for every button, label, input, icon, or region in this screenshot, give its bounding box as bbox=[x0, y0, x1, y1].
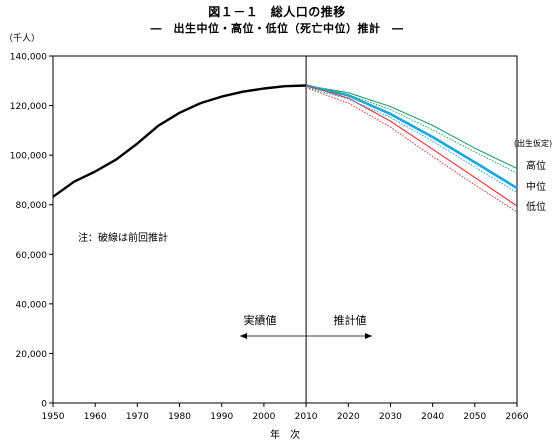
x-tick-label: 2030 bbox=[379, 412, 402, 422]
y-tick-label: 60,000 bbox=[16, 251, 48, 261]
series-line bbox=[305, 84, 518, 207]
x-tick-label: 1980 bbox=[168, 412, 191, 422]
x-tick-label: 1960 bbox=[84, 412, 107, 422]
x-tick-label: 2050 bbox=[463, 412, 486, 422]
y-axis-label: （千人） bbox=[4, 33, 40, 44]
chart-subtitle: ― 出生中位・高位・低位（死亡中位）推計 ― bbox=[150, 22, 404, 35]
x-tick-label: 1950 bbox=[42, 412, 65, 422]
projection-label: 推計値 bbox=[334, 313, 367, 327]
series-end-label: 高位 bbox=[526, 159, 546, 172]
chart-labels: 0 20,000 40,000 60,000 80,000 100,000 120,000 1… bbox=[4, 33, 552, 441]
x-tick-label: 2020 bbox=[337, 412, 360, 422]
legend-title: (出生仮定) bbox=[514, 138, 552, 148]
note-annotation: 注：破線は前回推計 bbox=[78, 231, 168, 244]
y-tick-label: 20,000 bbox=[16, 350, 48, 360]
x-tick-label: 2040 bbox=[421, 412, 444, 422]
series-line bbox=[305, 87, 518, 213]
arrow-head-right bbox=[365, 333, 372, 339]
series-line bbox=[306, 84, 518, 169]
chart-marks bbox=[52, 84, 518, 213]
arrow-head-left bbox=[240, 333, 247, 339]
series-line bbox=[306, 87, 518, 174]
series-end-label: 中位 bbox=[526, 180, 546, 193]
y-tick-label: 100,000 bbox=[10, 152, 47, 162]
series-end-label: 低位 bbox=[526, 200, 546, 213]
plot-frame bbox=[52, 55, 518, 404]
y-tick-label: 0 bbox=[41, 400, 47, 410]
x-axis-label: 年 次 bbox=[270, 428, 300, 441]
y-tick-label: 140,000 bbox=[10, 53, 47, 63]
y-tick-label: 120,000 bbox=[10, 102, 47, 112]
x-tick-label: 2060 bbox=[506, 412, 529, 422]
x-tick-label: 1970 bbox=[126, 412, 149, 422]
x-tick-label: 2010 bbox=[295, 412, 318, 422]
x-tick-label: 2000 bbox=[252, 412, 275, 422]
x-tick-label: 1990 bbox=[210, 412, 233, 422]
actual-label: 実績値 bbox=[244, 313, 277, 327]
y-tick-label: 80,000 bbox=[16, 201, 48, 211]
series-line bbox=[305, 84, 518, 190]
chart-axes bbox=[49, 55, 518, 407]
series-line bbox=[52, 84, 307, 198]
y-tick-label: 40,000 bbox=[16, 300, 48, 310]
chart-title: 図１－１ 総人口の推移 bbox=[208, 5, 346, 19]
series-line bbox=[305, 87, 518, 194]
